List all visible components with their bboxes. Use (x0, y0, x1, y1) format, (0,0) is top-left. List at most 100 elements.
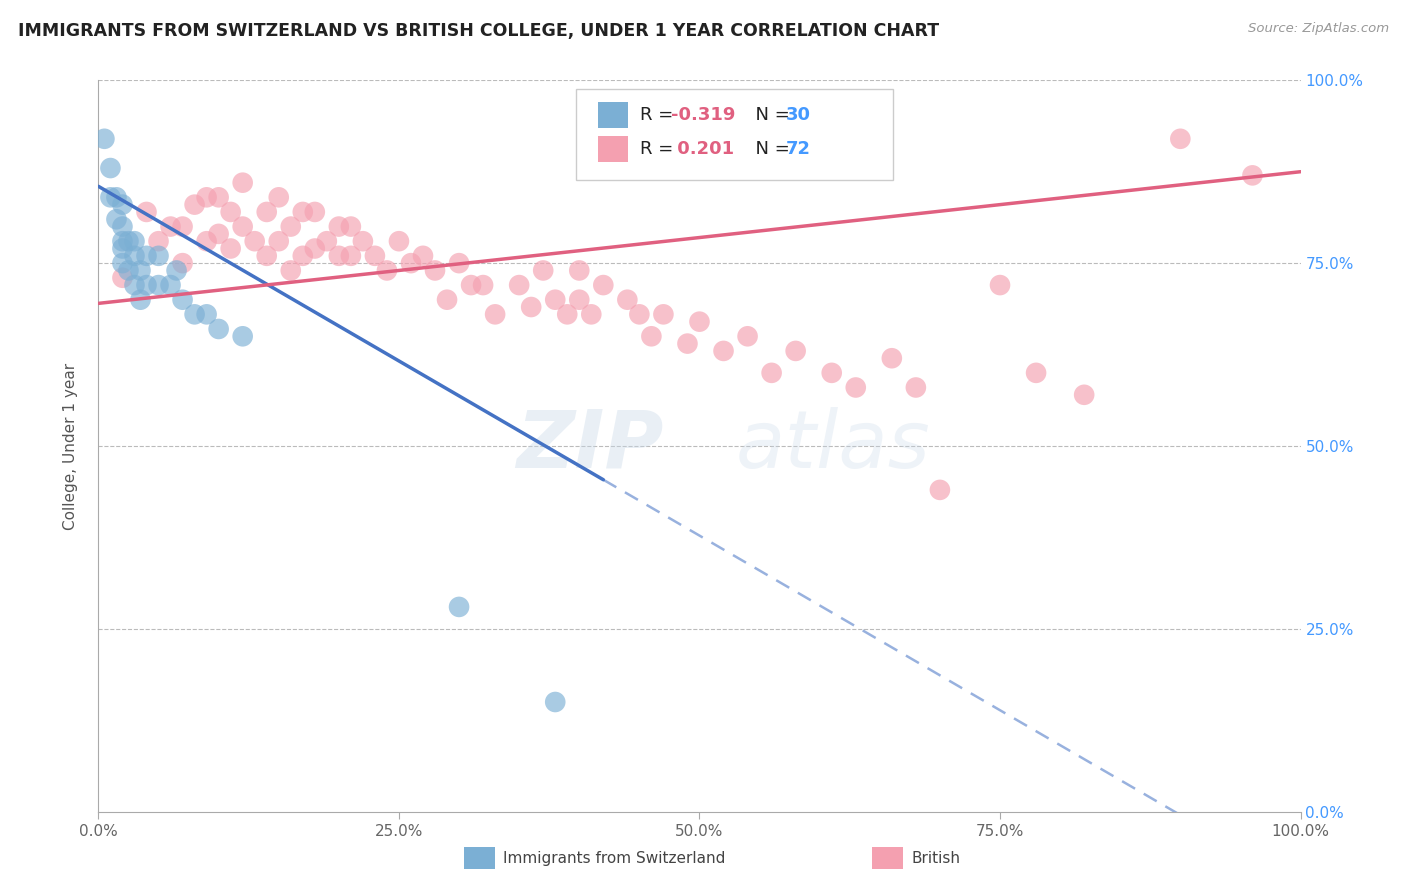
Text: British: British (911, 851, 960, 865)
Point (713, 343, 735, 358)
Text: N =: N = (744, 140, 796, 158)
Point (304, 242, 326, 256)
Point (304, 205, 326, 219)
Point (328, 219, 350, 234)
Point (988, 278, 1011, 293)
Point (111, 197, 134, 211)
Text: ZIP: ZIP (516, 407, 664, 485)
Point (183, 197, 205, 211)
Point (531, 263, 554, 277)
Text: 0.201: 0.201 (671, 140, 734, 158)
Text: -0.319: -0.319 (671, 106, 735, 124)
Point (689, 315, 711, 329)
Point (1170, 132, 1192, 146)
Point (592, 278, 614, 293)
Point (291, 205, 314, 219)
Point (243, 234, 266, 248)
Point (568, 263, 591, 277)
Point (544, 695, 567, 709)
Point (219, 242, 242, 256)
Point (105, 212, 128, 227)
Point (555, 307, 578, 321)
Point (340, 249, 363, 263)
Point (135, 249, 157, 263)
Point (159, 219, 181, 234)
Point (232, 176, 254, 190)
Point (232, 219, 254, 234)
Point (135, 205, 157, 219)
Point (111, 234, 134, 248)
Text: IMMIGRANTS FROM SWITZERLAND VS BRITISH COLLEGE, UNDER 1 YEAR CORRELATION CHART: IMMIGRANTS FROM SWITZERLAND VS BRITISH C… (18, 22, 939, 40)
Point (195, 190, 218, 204)
Text: R =: R = (640, 140, 679, 158)
Point (232, 329, 254, 343)
Point (148, 234, 170, 248)
Point (676, 336, 699, 351)
Point (111, 270, 134, 285)
Point (148, 278, 170, 293)
Point (124, 249, 146, 263)
Point (628, 307, 651, 321)
Point (129, 263, 152, 277)
Point (172, 219, 194, 234)
Text: R =: R = (640, 106, 679, 124)
Point (352, 234, 374, 248)
Point (761, 366, 783, 380)
Point (280, 219, 302, 234)
Point (544, 293, 567, 307)
Point (111, 242, 134, 256)
Point (821, 366, 844, 380)
Point (616, 293, 638, 307)
Point (447, 256, 470, 270)
Text: 72: 72 (786, 140, 811, 158)
Point (652, 307, 675, 321)
Point (785, 343, 807, 358)
Point (267, 234, 290, 248)
Point (375, 263, 398, 277)
Point (1073, 388, 1095, 402)
Text: Immigrants from Switzerland: Immigrants from Switzerland (503, 851, 725, 865)
Point (172, 256, 194, 270)
Point (423, 263, 446, 277)
Point (172, 293, 194, 307)
Point (117, 263, 139, 277)
Point (1241, 169, 1264, 183)
Point (208, 227, 231, 241)
Point (412, 249, 434, 263)
Y-axis label: College, Under 1 year: College, Under 1 year (63, 362, 77, 530)
Point (399, 256, 422, 270)
Point (117, 234, 139, 248)
Text: 30: 30 (786, 106, 811, 124)
Point (166, 263, 188, 277)
Point (315, 234, 337, 248)
Point (340, 219, 363, 234)
Point (328, 249, 350, 263)
Text: N =: N = (744, 106, 796, 124)
Point (928, 483, 950, 497)
Point (219, 205, 242, 219)
Point (208, 190, 231, 204)
Point (640, 329, 662, 343)
Point (135, 278, 157, 293)
Point (256, 249, 278, 263)
Point (568, 293, 591, 307)
Point (904, 380, 927, 394)
Point (159, 278, 181, 293)
Point (195, 234, 218, 248)
Point (100, 190, 122, 204)
Point (447, 599, 470, 614)
Point (208, 322, 231, 336)
Point (93, 132, 115, 146)
Text: atlas: atlas (735, 407, 931, 485)
Point (364, 249, 387, 263)
Point (267, 190, 290, 204)
Point (100, 161, 122, 175)
Point (388, 234, 411, 248)
Point (124, 234, 146, 248)
Point (124, 278, 146, 293)
Point (195, 307, 218, 321)
Point (484, 307, 506, 321)
Point (436, 293, 458, 307)
Point (105, 190, 128, 204)
Point (129, 293, 152, 307)
